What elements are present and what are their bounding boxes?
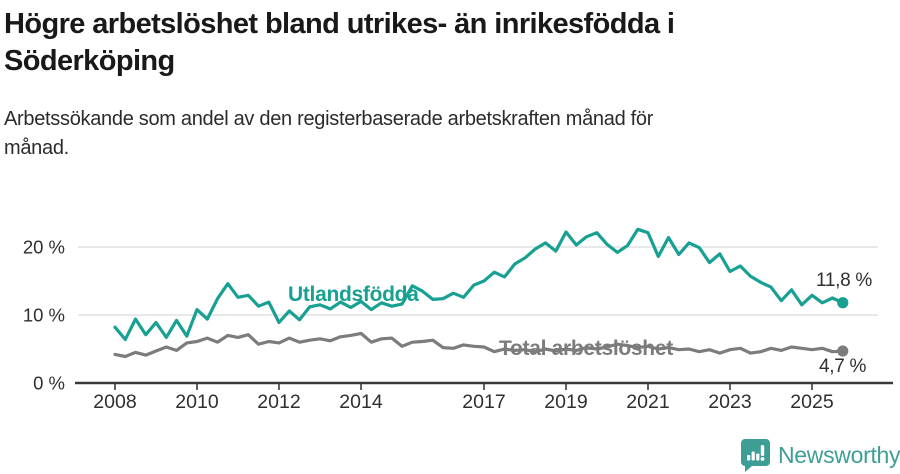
newsworthy-pin-bar-chart-icon xyxy=(741,439,770,472)
page-title: Högre arbetslöshet bland utrikes- än inr… xyxy=(4,6,896,80)
end-value-label-total-arbetsloshet: 4,7 % xyxy=(819,356,867,377)
x-tick-label: 2025 xyxy=(790,391,834,413)
series-label-total-arbetsloshet: Total arbetslöshet xyxy=(499,337,673,360)
x-tick-label: 2017 xyxy=(462,391,505,413)
newsworthy-logo[interactable]: Newsworthy xyxy=(740,438,900,473)
chart-subtitle-line2: månad. xyxy=(4,137,69,159)
x-tick-label: 2008 xyxy=(93,391,136,413)
end-dot-total-arbetsloshet xyxy=(837,345,849,357)
y-tick-label: 20 % xyxy=(23,237,65,258)
series-line-total-arbetsloshet xyxy=(113,331,845,359)
x-tick-label: 2021 xyxy=(626,391,669,413)
series-label-utlandsfodda: Utlandsfödda xyxy=(288,283,419,306)
chart-header: Högre arbetslöshet bland utrikes- än inr… xyxy=(4,6,896,163)
x-tick-label: 2012 xyxy=(257,391,300,413)
y-tick-label: 0 % xyxy=(33,373,65,394)
newsworthy-logo-text: Newsworthy xyxy=(778,442,900,468)
x-tick-label: 2010 xyxy=(175,391,219,413)
chart-subtitle-line1: Arbetssökande som andel av den registerb… xyxy=(4,108,654,130)
y-tick-label: 10 % xyxy=(23,305,65,326)
x-tick-label: 2019 xyxy=(544,391,587,413)
page-title-line2: Söderköping xyxy=(4,45,175,77)
x-tick-label: 2014 xyxy=(339,391,383,413)
page-title-line1: Högre arbetslöshet bland utrikes- än inr… xyxy=(4,8,675,40)
chart-subtitle: Arbetssökande som andel av den registerb… xyxy=(4,105,896,163)
end-dot-utlandsfodda xyxy=(837,297,849,309)
x-tick-label: 2023 xyxy=(708,391,751,413)
series-line-utlandsfodda xyxy=(113,227,845,342)
end-value-label-utlandsfodda: 11,8 % xyxy=(816,270,872,291)
